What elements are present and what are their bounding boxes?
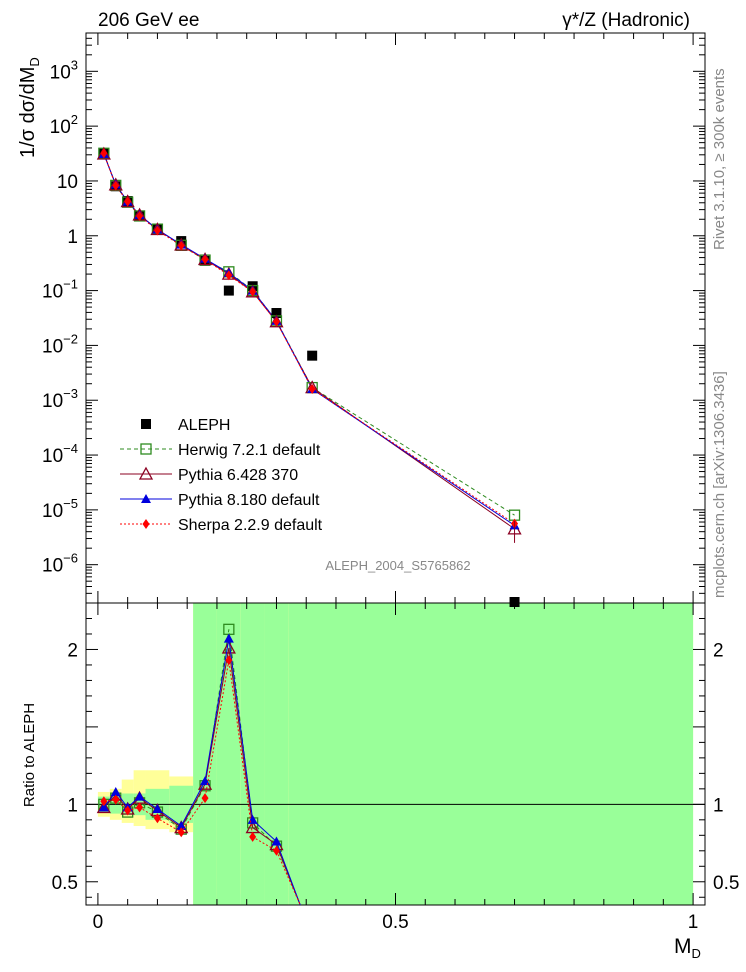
- main-ytick-label: 10: [57, 172, 78, 193]
- axes-ticks: 10−6 10−5 10−4 10−3 10−2 10−1 1 10 102 103 0 0.5 1 0.…: [42, 32, 739, 933]
- ratio-ytick-label: 1: [67, 795, 78, 816]
- main-line-pythia8: [103, 153, 515, 526]
- main-ytick-label: 10−2: [42, 331, 78, 357]
- legend-marker-data: [141, 419, 151, 429]
- ratio-marker-sherpa: [112, 794, 120, 805]
- band-inner: [240, 603, 265, 905]
- ratio-ytick-label: 2: [67, 640, 78, 661]
- ratio-ytick-label-right: 1: [713, 795, 724, 816]
- ratio-ytick-label-right: 0.5: [713, 873, 739, 894]
- ratio-plot-marks: [86, 623, 705, 905]
- legend-label-pythia6: Pythia 6.428 370: [178, 467, 298, 484]
- ratio-xtick-label: 1: [688, 912, 699, 933]
- data-point-aleph: [307, 350, 318, 361]
- main-ytick-label: 10−3: [42, 386, 78, 412]
- ratio-marker-pythia6: [96, 800, 111, 814]
- marker-sherpa: [201, 254, 209, 265]
- marker-sherpa: [177, 240, 185, 251]
- marker-sherpa: [272, 316, 280, 327]
- ratio-marker-sherpa: [225, 655, 233, 666]
- ratio-marker-sherpa: [201, 793, 209, 804]
- main-line-sherpa: [103, 153, 515, 525]
- data-point-aleph: [271, 308, 282, 319]
- ratio-xtick-label: 0: [93, 912, 104, 933]
- mcplots-credit-label: mcplots.cern.ch [arXiv:1306.3436]: [711, 371, 728, 598]
- main-ytick-label: 10−4: [42, 441, 78, 467]
- main-line-pythia6: [103, 153, 515, 530]
- marker-sherpa: [249, 286, 257, 297]
- ratio-uncertainty-bands: [97, 603, 694, 905]
- legend-marker-sherpa: [142, 519, 150, 529]
- legend-label-pythia8: Pythia 8.180 default: [178, 492, 320, 509]
- legend-marker-herwig: [140, 443, 152, 455]
- main-ytick-label: 103: [50, 57, 78, 83]
- marker-sherpa: [124, 196, 132, 207]
- ratio-marker-sherpa: [249, 831, 257, 842]
- ratio-marker-pythia8: [271, 836, 282, 846]
- main-line-herwig: [103, 153, 515, 516]
- main-ytick-label: 10−5: [42, 496, 78, 522]
- ratio-marker-sherpa: [272, 845, 280, 856]
- legend-marker-pythia8: [141, 494, 151, 503]
- header-energy: 206 GeV ee: [98, 10, 199, 31]
- band-inner: [193, 603, 217, 905]
- legend: ALEPH Herwig 7.2.1 default Pythia 6.428 37…: [120, 417, 323, 534]
- main-ytick-label: 102: [50, 112, 78, 138]
- marker-sherpa: [100, 148, 108, 159]
- header-process: γ*/Z (Hadronic): [562, 10, 690, 31]
- ratio-marker-sherpa: [177, 827, 185, 838]
- data-point-aleph: [509, 597, 520, 607]
- band-inner: [288, 603, 694, 905]
- svg-text:MD: MD: [674, 935, 701, 961]
- ratio-marker-sherpa: [124, 805, 132, 816]
- main-ytick-label: 1: [67, 227, 78, 248]
- legend-label-sherpa: Sherpa 2.2.9 default: [178, 517, 323, 534]
- ratio-ytick-label-right: 2: [713, 640, 724, 661]
- ratio-marker-sherpa: [136, 802, 144, 813]
- marker-sherpa: [112, 180, 120, 191]
- legend-marker-pythia6: [138, 466, 154, 480]
- marker-sherpa: [308, 384, 316, 395]
- ratio-ylabel: Ratio to ALEPH: [21, 703, 38, 807]
- marker-sherpa: [225, 270, 233, 281]
- ratio-marker-sherpa: [100, 796, 108, 807]
- ratio-marker-pythia8: [134, 791, 145, 801]
- legend-label-herwig: Herwig 7.2.1 default: [178, 442, 321, 459]
- main-ylabel: 1/σ dσ/dMD: [17, 57, 42, 158]
- marker-sherpa: [136, 210, 144, 221]
- ratio-xlabel: MD: [674, 935, 701, 961]
- ratio-marker-pythia6: [221, 640, 236, 654]
- band-inner: [264, 603, 289, 905]
- ratio-marker-pythia8: [110, 786, 121, 796]
- marker-sherpa: [153, 225, 161, 236]
- legend-label-data: ALEPH: [178, 417, 230, 434]
- rivet-version-label: Rivet 3.1.10, ≥ 300k events: [711, 68, 728, 250]
- ratio-marker-pythia8: [98, 802, 109, 812]
- ratio-marker-pythia8: [223, 633, 234, 643]
- ratio-marker-sherpa: [153, 813, 161, 824]
- data-point-aleph: [223, 285, 234, 296]
- main-ytick-label: 10−6: [42, 551, 78, 577]
- main-ytick-label: 10−1: [42, 277, 78, 303]
- main-plot-marks: [96, 146, 522, 607]
- ratio-xtick-label: 0.5: [382, 912, 408, 933]
- ratio-ytick-label: 0.5: [52, 873, 78, 894]
- svg-text:1/σ dσ/dMD: 1/σ dσ/dMD: [17, 57, 42, 158]
- ratio-marker-pythia8: [152, 803, 163, 813]
- analysis-id-label: ALEPH_2004_S5765862: [325, 558, 470, 573]
